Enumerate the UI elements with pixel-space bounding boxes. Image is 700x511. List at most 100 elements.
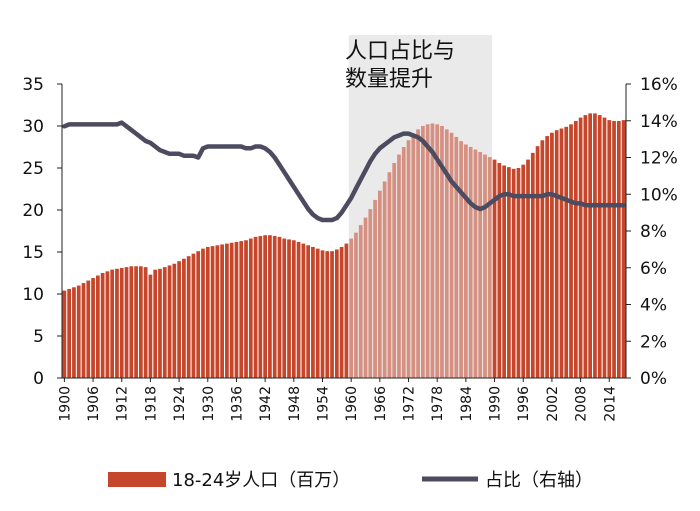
xtick-label: 1972 [402,386,418,422]
xtick-label: 1996 [516,386,532,422]
xtick-label: 1990 [488,386,504,422]
bar-1950 [301,243,306,378]
bar-1953 [315,248,320,378]
population-bars [62,113,626,379]
bar-1918 [148,274,153,378]
share-line [62,120,626,223]
bar-1987 [478,152,483,378]
bar-1902 [72,287,76,378]
bar-1979 [440,126,444,378]
xtick-label: 1906 [86,386,102,422]
bar-1948 [291,240,296,378]
bar-1972 [406,140,411,378]
bar-1976 [425,124,430,378]
bar-1965 [373,199,377,378]
bar-2007 [573,120,578,379]
bar-1926 [186,256,191,378]
xtick-label: 1984 [459,386,475,422]
bar-1920 [158,268,162,378]
ytick-right-label: 6% [640,259,667,279]
bar-1967 [382,181,387,378]
ytick-right-label: 0% [640,369,667,389]
bar-1928 [196,251,201,378]
bar-2005 [564,126,569,378]
highlight-band [348,35,493,378]
bar-1945 [277,236,282,378]
bar-1994 [511,168,516,378]
bar-2013 [602,117,607,378]
ytick-right-label: 2% [640,332,667,352]
bar-1975 [421,126,425,378]
xtick-label: 1942 [258,386,274,422]
bar-1934 [225,243,229,378]
bar-1937 [239,241,244,378]
bar-1989 [487,157,492,378]
xtick-label: 1918 [143,386,159,422]
bar-1995 [516,168,521,378]
bar-1997 [526,159,530,378]
bar-1973 [411,134,416,378]
bar-1951 [306,245,311,378]
xtick-label: 1912 [115,386,131,422]
ytick-left-label: 25 [22,159,44,179]
ytick-right-label: 12% [640,149,678,169]
bar-1910 [110,269,115,378]
ytick-left-label: 0 [33,369,44,389]
bar-1901 [67,288,72,378]
bar-1966 [377,190,382,378]
bar-1917 [143,267,148,378]
bar-2000 [540,140,545,378]
bar-1974 [416,129,420,378]
bar-1915 [134,266,138,378]
bar-1980 [444,129,449,378]
xtick-label: 1960 [344,386,360,422]
bar-1911 [115,268,119,378]
bar-1942 [263,235,267,378]
bar-1984 [464,144,468,378]
bar-2011 [593,113,597,379]
bar-1919 [153,269,158,378]
xtick-label: 2014 [602,386,618,422]
bar-2009 [583,115,588,378]
bar-1964 [368,209,373,378]
bar-1988 [483,154,487,378]
bar-2004 [559,128,564,378]
bar-1908 [100,273,105,378]
xtick-label: 1978 [430,386,446,422]
bar-1924 [177,261,181,378]
legend: 18-24岁人口（百万） 占比（右轴） [108,470,593,491]
bar-1959 [344,243,349,378]
bar-1982 [454,136,459,378]
bar-2002 [550,132,554,378]
bar-1943 [268,235,272,378]
bar-1949 [296,241,301,378]
bar-1909 [105,271,110,378]
bar-1961 [354,232,358,378]
bar-1969 [392,162,397,378]
bar-1922 [167,265,172,378]
bar-1927 [191,253,196,378]
x-ticks: 1900 1906 1912 1918 1924 1930 1936 1942 1948 1954… [57,378,618,422]
bar-1985 [468,147,473,378]
bar-1983 [459,141,463,378]
xtick-label: 2008 [574,386,590,422]
bar-1981 [449,132,454,378]
bar-1914 [129,266,134,378]
bar-1957 [334,249,339,378]
ytick-left-label: 15 [22,243,44,263]
bar-1963 [363,217,368,378]
ytick-right-label: 14% [640,112,678,132]
bar-2014 [607,120,612,379]
bar-1999 [535,146,540,378]
bar-1947 [287,239,291,378]
bar-1968 [387,172,392,378]
bar-2003 [554,130,559,378]
bar-1955 [325,251,330,378]
xtick-label: 1936 [229,386,245,422]
bar-1903 [76,285,81,378]
bar-2015 [612,120,616,379]
y-left-ticks: 0 5 10 15 20 25 30 35 [22,75,62,389]
ytick-left-label: 20 [22,201,44,221]
bar-1946 [282,238,287,378]
